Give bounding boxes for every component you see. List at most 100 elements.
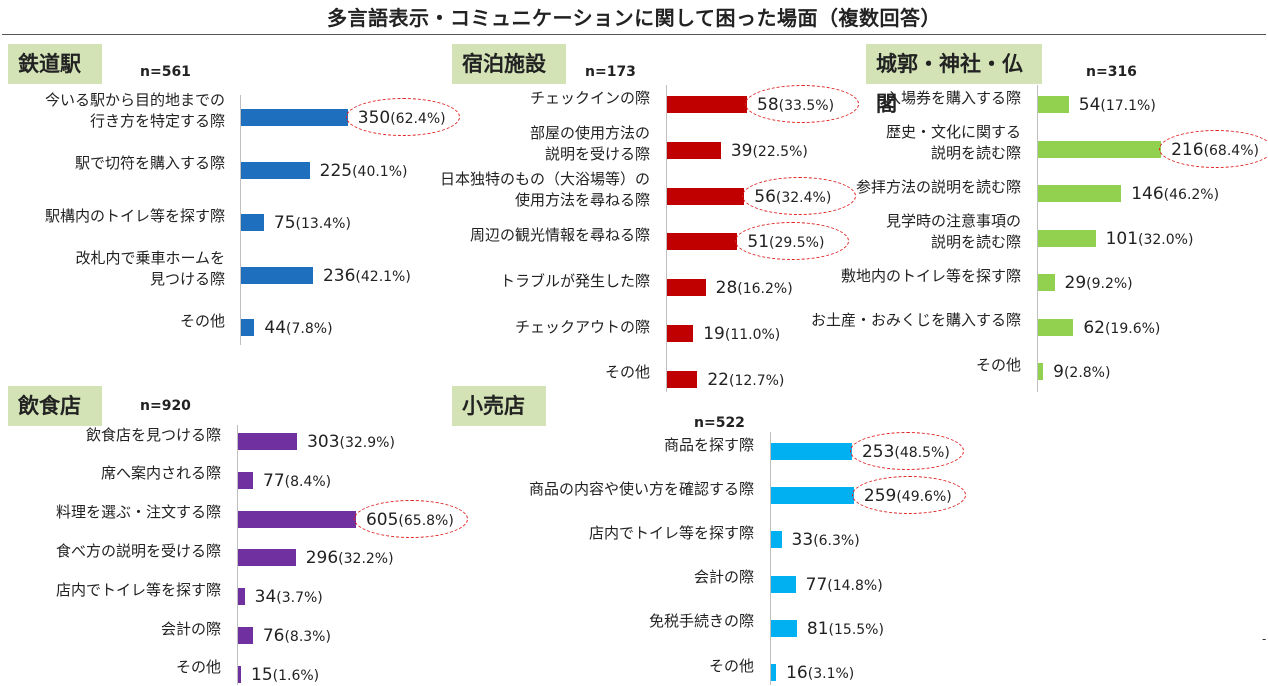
data-label-value: 81 bbox=[806, 618, 829, 639]
data-label-value: 75 bbox=[273, 213, 296, 233]
shrine-bar bbox=[1038, 96, 1069, 113]
data-label-value: 15 bbox=[251, 664, 273, 685]
railway-bar bbox=[241, 161, 310, 179]
retail-highlight-ring bbox=[849, 432, 964, 470]
data-label-value: 77 bbox=[263, 470, 285, 491]
data-label-value: 76 bbox=[262, 626, 285, 646]
railway-axis-line bbox=[240, 95, 241, 345]
restaurant-category-label: その他 bbox=[175, 658, 221, 677]
data-label-percent: (3.7%) bbox=[276, 590, 323, 607]
retail-bar bbox=[771, 619, 797, 637]
shrine-bar bbox=[1038, 229, 1096, 247]
railway-category-label: その他 bbox=[179, 311, 225, 330]
restaurant-axis-line bbox=[237, 425, 238, 685]
lodging-section-title: 宿泊施設 bbox=[452, 44, 566, 84]
restaurant-bar bbox=[238, 471, 253, 489]
shrine-category-label: 見学時の注意事項の 説明を読む際 bbox=[885, 211, 1021, 251]
data-label-value: 29 bbox=[1064, 273, 1087, 293]
shrine-axis-line bbox=[1037, 85, 1038, 392]
retail-bar bbox=[771, 575, 796, 593]
shrine-data-label: 54(17.1%) bbox=[1079, 95, 1156, 116]
shrine-category-label: 入場券を購入する際 bbox=[885, 88, 1021, 107]
data-label-percent: (9.2%) bbox=[1086, 276, 1133, 292]
shrine-bar bbox=[1038, 274, 1055, 291]
lodging-bar bbox=[667, 370, 698, 388]
restaurant-category-label: 食べ方の説明を受ける際 bbox=[55, 541, 221, 560]
restaurant-data-label: 303(32.9%) bbox=[307, 432, 395, 453]
data-label-percent: (32.9%) bbox=[339, 435, 395, 451]
data-label-percent: (13.4%) bbox=[295, 216, 351, 232]
lodging-sample-size: n=173 bbox=[585, 64, 636, 80]
lodging-data-label: 39(22.5%) bbox=[731, 141, 808, 162]
retail-category-label: 免税手続きの際 bbox=[648, 612, 754, 631]
data-label-percent: (46.2%) bbox=[1163, 187, 1220, 203]
restaurant-bar bbox=[238, 549, 296, 567]
shrine-data-label: 29(9.2%) bbox=[1065, 273, 1133, 294]
lodging-data-label: 28(16.2%) bbox=[716, 278, 793, 299]
shrine-category-label: 歴史・文化に関する 説明を読む際 bbox=[885, 122, 1021, 162]
retail-category-label: 会計の際 bbox=[693, 568, 754, 587]
lodging-category-label: 周辺の観光情報を尋ねる際 bbox=[469, 225, 650, 244]
railway-sample-size: n=561 bbox=[140, 64, 191, 80]
restaurant-bar bbox=[238, 665, 241, 683]
lodging-highlight-ring bbox=[742, 176, 857, 215]
data-label-percent: (19.6%) bbox=[1104, 320, 1161, 337]
data-label-value: 101 bbox=[1105, 228, 1139, 249]
retail-category-label: 商品を探す際 bbox=[663, 435, 754, 454]
lodging-category-label: チェックインの際 bbox=[529, 88, 650, 107]
restaurant-data-label: 34(3.7%) bbox=[255, 587, 323, 608]
retail-bar bbox=[771, 531, 782, 549]
data-label-percent: (42.1%) bbox=[355, 268, 411, 285]
railway-category-label: 駅で切符を購入する際 bbox=[74, 154, 225, 172]
lodging-bar bbox=[667, 233, 738, 251]
restaurant-data-label: 296(32.2%) bbox=[306, 548, 394, 569]
data-label-percent: (12.7%) bbox=[729, 372, 785, 389]
railway-data-label: 225(40.1%) bbox=[320, 161, 408, 182]
data-label-value: 146 bbox=[1131, 184, 1164, 204]
page-title: 多言語表示・コミュニケーションに関して困った場面（複数回答） bbox=[327, 6, 941, 30]
retail-category-label: 店内でトイレ等を探す際 bbox=[588, 523, 754, 542]
retail-data-label: 77(14.8%) bbox=[806, 575, 883, 596]
data-label-value: 39 bbox=[730, 140, 753, 161]
railway-bar bbox=[241, 266, 313, 284]
restaurant-bar bbox=[238, 510, 356, 528]
data-label-value: 19 bbox=[703, 324, 725, 344]
retail-category-label: 商品の内容や使い方を確認する際 bbox=[528, 479, 754, 498]
data-label-percent: (32.0%) bbox=[1138, 231, 1194, 248]
shrine-category-label: その他 bbox=[975, 355, 1021, 374]
lodging-category-label: チェックアウトの際 bbox=[514, 317, 650, 336]
lodging-bar bbox=[667, 187, 745, 205]
restaurant-category-label: 席へ案内される際 bbox=[100, 464, 221, 483]
data-label-value: 44 bbox=[264, 318, 287, 338]
lodging-bar bbox=[667, 279, 706, 297]
restaurant-category-label: 会計の際 bbox=[160, 619, 221, 638]
data-label-value: 33 bbox=[791, 530, 814, 551]
restaurant-category-label: 店内でトイレ等を探す際 bbox=[55, 580, 221, 599]
data-label-percent: (11.0%) bbox=[724, 327, 781, 343]
shrine-sample-size: n=316 bbox=[1086, 64, 1137, 80]
restaurant-bar bbox=[238, 588, 245, 606]
restaurant-data-label: 77(8.4%) bbox=[263, 471, 331, 492]
shrine-section-title: 城郭・神社・仏閣 bbox=[866, 44, 1042, 116]
shrine-bar bbox=[1038, 185, 1122, 202]
data-label-value: 54 bbox=[1078, 95, 1101, 115]
data-label-percent: (8.4%) bbox=[284, 473, 332, 490]
data-label-percent: (16.2%) bbox=[737, 281, 793, 298]
shrine-bar bbox=[1038, 140, 1162, 158]
data-label-value: 225 bbox=[319, 160, 353, 181]
restaurant-bar bbox=[238, 627, 253, 644]
data-label-value: 62 bbox=[1083, 317, 1105, 338]
data-label-percent: (22.5%) bbox=[752, 143, 808, 160]
shrine-data-label: 62(19.6%) bbox=[1083, 318, 1160, 339]
lodging-highlight-ring bbox=[735, 222, 850, 261]
lodging-highlight-ring bbox=[745, 85, 860, 123]
restaurant-bar bbox=[238, 433, 298, 450]
restaurant-category-label: 飲食店を見つける際 bbox=[85, 425, 221, 444]
shrine-category-label: 敷地内のトイレ等を探す際 bbox=[840, 266, 1021, 285]
data-label-percent: (14.8%) bbox=[827, 577, 883, 594]
lodging-bar bbox=[667, 96, 748, 113]
retail-bar bbox=[771, 487, 854, 505]
shrine-bar bbox=[1038, 363, 1044, 380]
shrine-category-label: 参拝方法の説明を読む際 bbox=[855, 177, 1021, 196]
data-label-value: 296 bbox=[305, 548, 339, 569]
